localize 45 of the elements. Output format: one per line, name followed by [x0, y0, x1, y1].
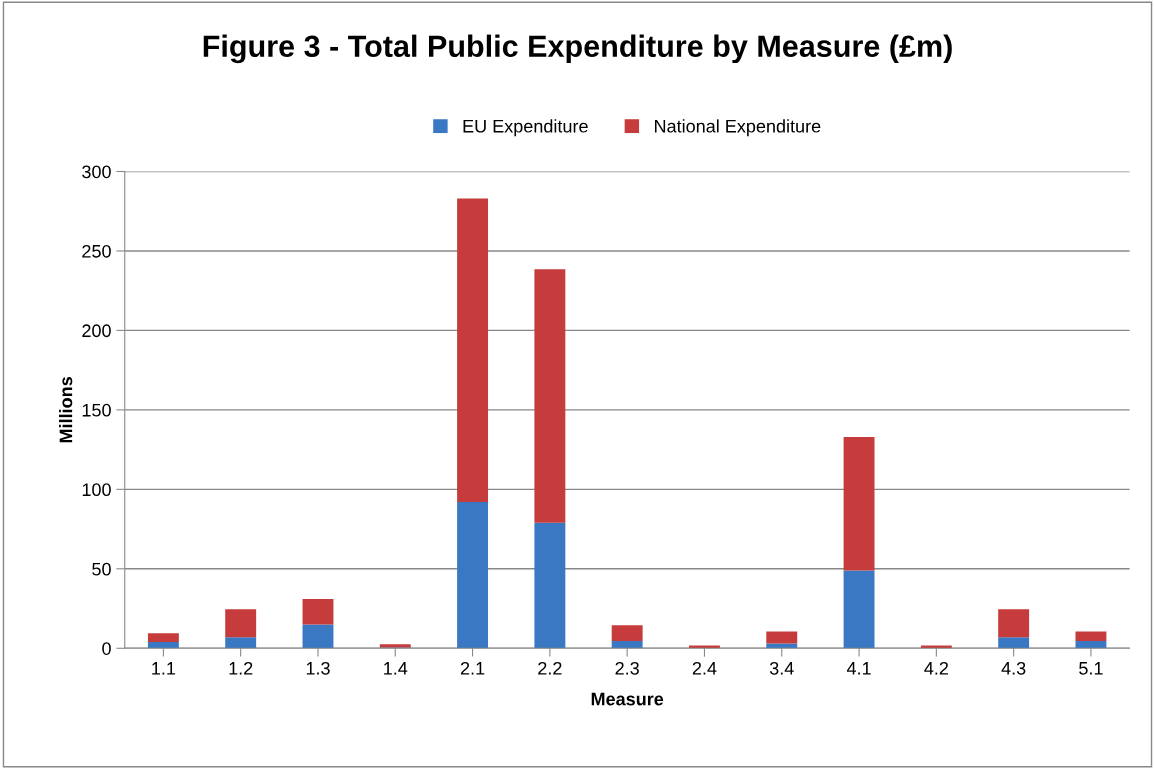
x-tick-label: 2.2	[538, 661, 562, 675]
legend-label: National Expenditure	[655, 119, 821, 137]
bar	[998, 637, 1030, 649]
bar	[843, 570, 875, 649]
x-tick-label: 4.1	[846, 662, 871, 675]
bar	[534, 269, 566, 523]
y-tick-label: 50	[92, 562, 111, 576]
bar	[1075, 631, 1107, 642]
y-tick-label: 150	[82, 403, 111, 417]
bar	[302, 624, 334, 649]
y-tick-label: 100	[82, 483, 111, 497]
bar	[843, 436, 875, 571]
y-tick-label: 250	[82, 244, 111, 258]
y-tick-label: 200	[82, 324, 111, 338]
bar	[225, 609, 257, 638]
x-tick-label: 1.4	[384, 662, 408, 675]
x-tick-label: 4.3	[1001, 661, 1026, 675]
x-tick-label: 3.4	[769, 661, 794, 675]
x-tick-label: 4.2	[924, 661, 948, 675]
bar	[147, 633, 179, 642]
x-tick-label: 2.1	[460, 661, 485, 675]
bar	[457, 502, 489, 649]
bar	[534, 522, 566, 649]
x-tick-label: 1.1	[152, 662, 176, 675]
y-tick-label: 300	[82, 165, 111, 179]
bar	[1075, 641, 1107, 649]
bar	[998, 609, 1030, 638]
x-tick-label: 5.1	[1079, 662, 1103, 675]
bar	[302, 599, 334, 625]
x-tick-label: 2.4	[692, 661, 717, 675]
x-tick-label: 2.3	[615, 661, 639, 675]
y-axis-title: Millions	[59, 377, 73, 443]
legend-label: EU Expenditure	[463, 119, 588, 137]
x-axis-title: Measure	[591, 692, 664, 706]
bar	[147, 641, 179, 649]
bar	[766, 631, 798, 644]
bar	[611, 641, 643, 649]
bar	[225, 637, 257, 649]
bar	[766, 643, 798, 649]
x-tick-label: 1.3	[306, 661, 330, 675]
bar	[611, 625, 643, 642]
bar	[457, 198, 489, 503]
y-tick-label: 0	[102, 642, 111, 655]
chart-title: Figure 3 - Total Public Expenditure by Measure (£m)	[203, 34, 952, 64]
x-tick-label: 1.2	[229, 661, 253, 675]
